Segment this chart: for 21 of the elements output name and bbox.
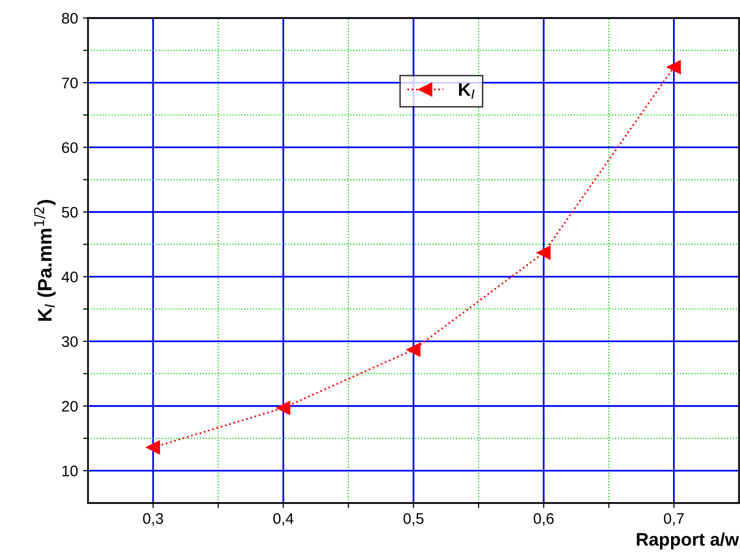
- y-tick-label: 20: [62, 400, 78, 412]
- x-tick-label: 0,6: [534, 513, 554, 526]
- y-tick-label: 50: [62, 206, 78, 218]
- y-tick-label: 60: [62, 142, 78, 154]
- y-tick-label: 80: [62, 12, 78, 24]
- y-tick-label: 70: [62, 78, 78, 88]
- x-axis-title: Rapport a/w: [636, 532, 740, 550]
- y-tick-label: 40: [62, 272, 78, 282]
- x-tick-label: 0,3: [143, 513, 164, 526]
- point: [146, 440, 160, 454]
- y-tick-label: 10: [62, 466, 78, 476]
- point: [666, 60, 681, 74]
- legend-label: K$_{I}$: [459, 83, 474, 99]
- point: [276, 400, 290, 415]
- point: [406, 342, 420, 357]
- y-axis-title: K$_{I}$ (Pa.mm$^{1/2}$): [34, 200, 56, 321]
- point: [536, 246, 551, 260]
- y-tick-label: 30: [62, 336, 78, 348]
- x-tick-label: 0,7: [664, 513, 684, 526]
- x-tick-label: 0,5: [403, 513, 424, 526]
- x-tick-label: 0,4: [273, 513, 294, 526]
